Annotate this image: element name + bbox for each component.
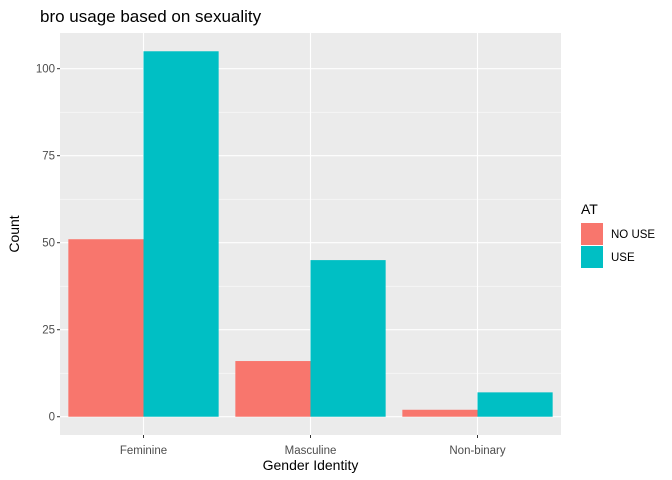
x-tick-label: Feminine	[120, 445, 167, 457]
y-axis: 0 25 50 75 100	[36, 64, 60, 424]
bars	[68, 51, 553, 417]
x-tick-label: Masculine	[285, 445, 337, 457]
legend-label: USE	[611, 252, 635, 264]
legend-key	[581, 223, 603, 245]
bar	[477, 392, 553, 417]
x-axis-title: Gender Identity	[263, 457, 359, 473]
bar	[143, 51, 219, 417]
chart-title: bro usage based on sexuality	[40, 7, 262, 26]
legend-key	[581, 246, 603, 268]
bar	[235, 361, 311, 417]
y-tick-label: 25	[42, 325, 55, 337]
legend-title: AT	[581, 201, 598, 217]
y-tick-label: 50	[42, 238, 55, 250]
bar	[310, 260, 386, 417]
bar	[68, 239, 144, 417]
legend-label: NO USE	[611, 229, 655, 241]
x-axis: Feminine Masculine Non-binary	[120, 435, 506, 457]
bar	[402, 409, 478, 417]
y-axis-title: Count	[6, 215, 22, 252]
x-tick-label: Non-binary	[449, 445, 505, 457]
y-tick-label: 75	[42, 151, 55, 163]
y-tick-label: 0	[49, 412, 55, 424]
legend: AT NO USE USE	[581, 201, 655, 268]
y-tick-label: 100	[36, 64, 55, 76]
